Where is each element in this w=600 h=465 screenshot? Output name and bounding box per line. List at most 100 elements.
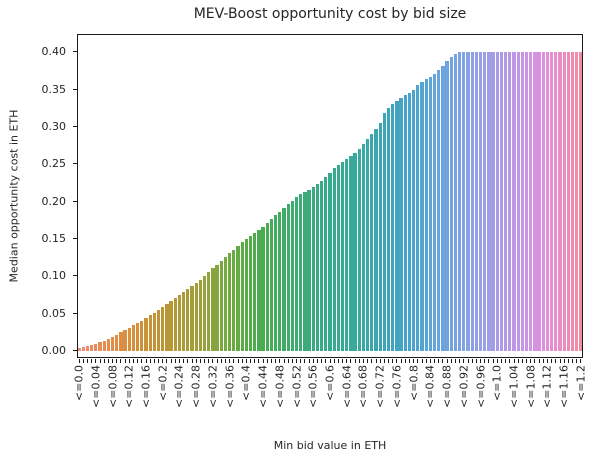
- bar: [512, 51, 516, 351]
- x-tick: [442, 359, 444, 363]
- x-tick-label: <=0.36: [223, 365, 237, 408]
- bar: [265, 222, 269, 351]
- x-tick: [325, 359, 327, 363]
- bar: [119, 331, 123, 351]
- bar: [386, 107, 391, 351]
- x-tick: [245, 359, 247, 363]
- x-tick: [379, 359, 381, 363]
- y-tick: [73, 238, 77, 239]
- x-tick: [429, 359, 431, 363]
- x-tick-label: <=0.48: [273, 365, 287, 408]
- bar: [240, 242, 244, 351]
- bar: [428, 77, 433, 351]
- bar: [290, 201, 295, 351]
- bar: [495, 51, 499, 351]
- x-tick: [112, 359, 114, 363]
- bar: [232, 249, 236, 351]
- x-tick: [128, 359, 130, 363]
- x-tick: [530, 359, 532, 363]
- x-tick-label: <=0.88: [440, 365, 454, 408]
- bar: [537, 51, 541, 351]
- x-tick-label: <=0.56: [306, 365, 320, 408]
- bar: [299, 194, 303, 351]
- x-tick: [204, 359, 206, 363]
- bar: [131, 325, 136, 351]
- x-tick-label: <=0.72: [373, 365, 387, 408]
- y-tick-label: 0.30: [41, 119, 67, 133]
- x-tick: [434, 359, 436, 363]
- x-tick: [120, 359, 122, 363]
- x-tick: [187, 359, 189, 363]
- bar: [319, 180, 324, 351]
- x-tick-label: <=1.04: [507, 365, 521, 408]
- bar: [491, 51, 495, 351]
- x-tick: [308, 359, 310, 363]
- x-tick-label: <=0.16: [139, 365, 153, 408]
- x-tick: [333, 359, 335, 363]
- bar: [374, 129, 378, 351]
- x-tick: [421, 359, 423, 363]
- bar: [102, 340, 106, 351]
- x-tick: [480, 359, 482, 363]
- x-tick: [438, 359, 440, 363]
- bar: [562, 51, 566, 351]
- chart-title: MEV-Boost opportunity cost by bid size: [193, 6, 467, 22]
- bar: [85, 346, 90, 351]
- x-tick: [488, 359, 490, 363]
- x-tick: [459, 359, 461, 363]
- x-tick: [358, 359, 360, 363]
- bar: [253, 232, 257, 351]
- x-tick: [220, 359, 222, 363]
- bar: [190, 286, 194, 351]
- bar: [156, 309, 161, 351]
- x-tick: [509, 359, 511, 363]
- bar: [110, 337, 115, 351]
- x-tick: [354, 359, 356, 363]
- bar: [411, 89, 416, 351]
- bar: [449, 56, 453, 351]
- x-tick-label: <=0.8: [407, 365, 421, 401]
- bar: [286, 204, 290, 351]
- bar: [328, 172, 332, 351]
- bar: [478, 51, 483, 351]
- bar: [261, 226, 265, 351]
- bar: [558, 51, 562, 351]
- x-tick-label: <=0.44: [256, 365, 270, 408]
- x-tick: [425, 359, 427, 363]
- x-tick-label: <=0.52: [290, 365, 304, 408]
- bar: [152, 312, 157, 351]
- y-tick-label: 0.05: [41, 306, 67, 320]
- x-tick: [454, 359, 456, 363]
- x-tick: [107, 359, 109, 363]
- x-tick: [312, 359, 314, 363]
- bar: [278, 211, 282, 351]
- y-axis-label: Median opportunity cost in ETH: [7, 109, 21, 283]
- x-tick: [505, 359, 507, 363]
- x-tick: [212, 359, 214, 363]
- x-tick-label: <=0.04: [89, 365, 103, 408]
- bar: [420, 81, 424, 351]
- x-tick: [413, 359, 415, 363]
- bar: [524, 51, 529, 351]
- x-tick: [392, 359, 394, 363]
- x-tick: [82, 359, 84, 363]
- x-tick-label: <=0.96: [474, 365, 488, 408]
- x-tick: [158, 359, 160, 363]
- bar: [470, 51, 474, 351]
- bar: [81, 346, 85, 351]
- x-axis-label: Min bid value in ETH: [273, 439, 387, 452]
- x-tick: [199, 359, 201, 363]
- x-tick-label: <=0.64: [340, 365, 354, 408]
- x-tick: [153, 359, 155, 363]
- x-tick: [132, 359, 134, 363]
- y-tick-label: 0.10: [41, 269, 67, 283]
- bar: [340, 161, 345, 351]
- x-tick: [471, 359, 473, 363]
- x-tick-labels: <=0.0 <=0.04 <=0.08 <=0.12 <=0.16 <=0.2 <=0.24…: [73, 365, 588, 437]
- y-tick: [73, 125, 77, 127]
- bar: [361, 144, 366, 351]
- x-tick: [388, 359, 390, 363]
- bar: [432, 74, 437, 351]
- y-tick: [73, 88, 77, 90]
